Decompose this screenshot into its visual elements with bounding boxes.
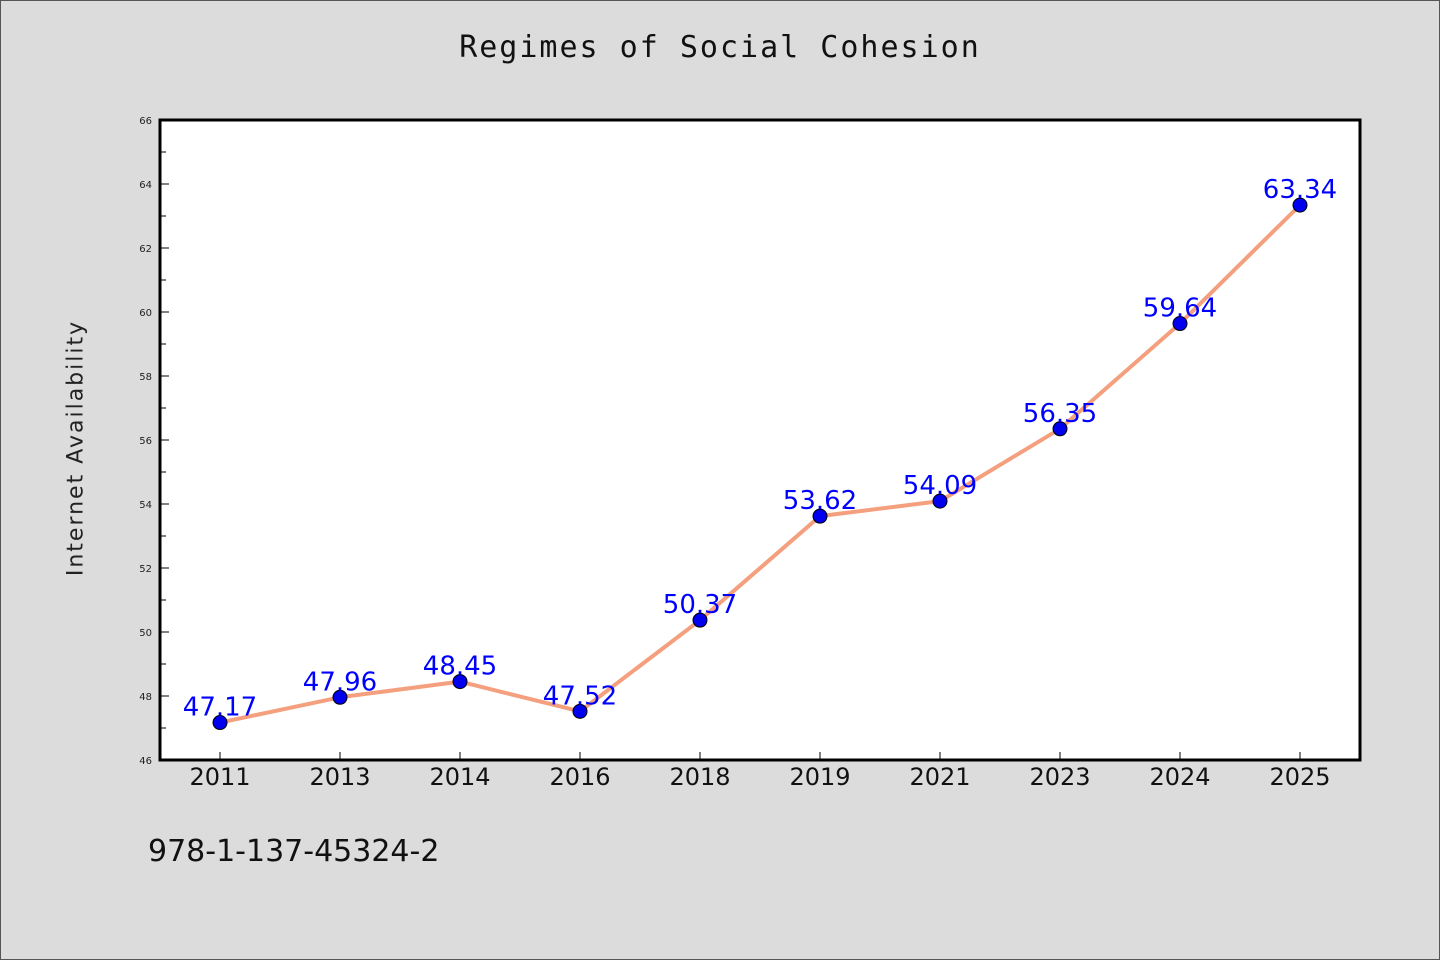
plot-frame [158,118,1362,762]
data-label: 59.64 [1143,294,1217,324]
data-point [332,689,348,705]
data-label: 63.34 [1263,175,1337,205]
y-tick-label: 60 [139,308,152,319]
data-point [932,493,948,509]
data-label: 50.37 [663,590,737,620]
data-label: 48.45 [423,652,497,682]
data-point [212,715,228,731]
chart-title: Regimes of Social Cohesion [459,30,981,65]
isbn-text: 978-1-137-45324-2 [148,834,440,869]
x-tick-label: 2013 [309,763,370,791]
data-point [692,612,708,628]
y-tick-label: 48 [139,692,152,703]
y-tick-label: 46 [139,756,152,767]
data-label: 54.09 [903,471,977,501]
data-point [1052,421,1068,437]
y-tick-label: 54 [139,500,152,511]
x-tick-label: 2011 [189,763,250,791]
y-tick-label: 50 [139,628,152,639]
x-tick-label: 2021 [909,763,970,791]
plot-area [160,120,1360,760]
data-point [452,674,468,690]
x-tick-label: 2018 [669,763,730,791]
x-tick-label: 2024 [1149,763,1210,791]
y-tick-label: 62 [139,244,152,255]
data-point [1172,316,1188,332]
data-point [572,703,588,719]
y-tick-label: 66 [139,116,152,127]
x-tick-label: 2019 [789,763,850,791]
y-tick-label: 64 [139,180,152,191]
data-point [1292,197,1308,213]
x-tick-label: 2025 [1269,763,1330,791]
data-label: 47.17 [183,693,257,723]
data-point [812,508,828,524]
x-tick-label: 2016 [549,763,610,791]
series-line [219,203,1302,725]
y-tick-label: 52 [139,564,152,575]
data-label: 47.52 [543,681,617,711]
data-label: 47.96 [303,667,377,697]
x-tick-label: 2014 [429,763,490,791]
y-tick-label: 58 [139,372,152,383]
data-label: 56.35 [1023,399,1097,429]
x-tick-label: 2023 [1029,763,1090,791]
y-tick-label: 56 [139,436,152,447]
data-label: 53.62 [783,486,857,516]
